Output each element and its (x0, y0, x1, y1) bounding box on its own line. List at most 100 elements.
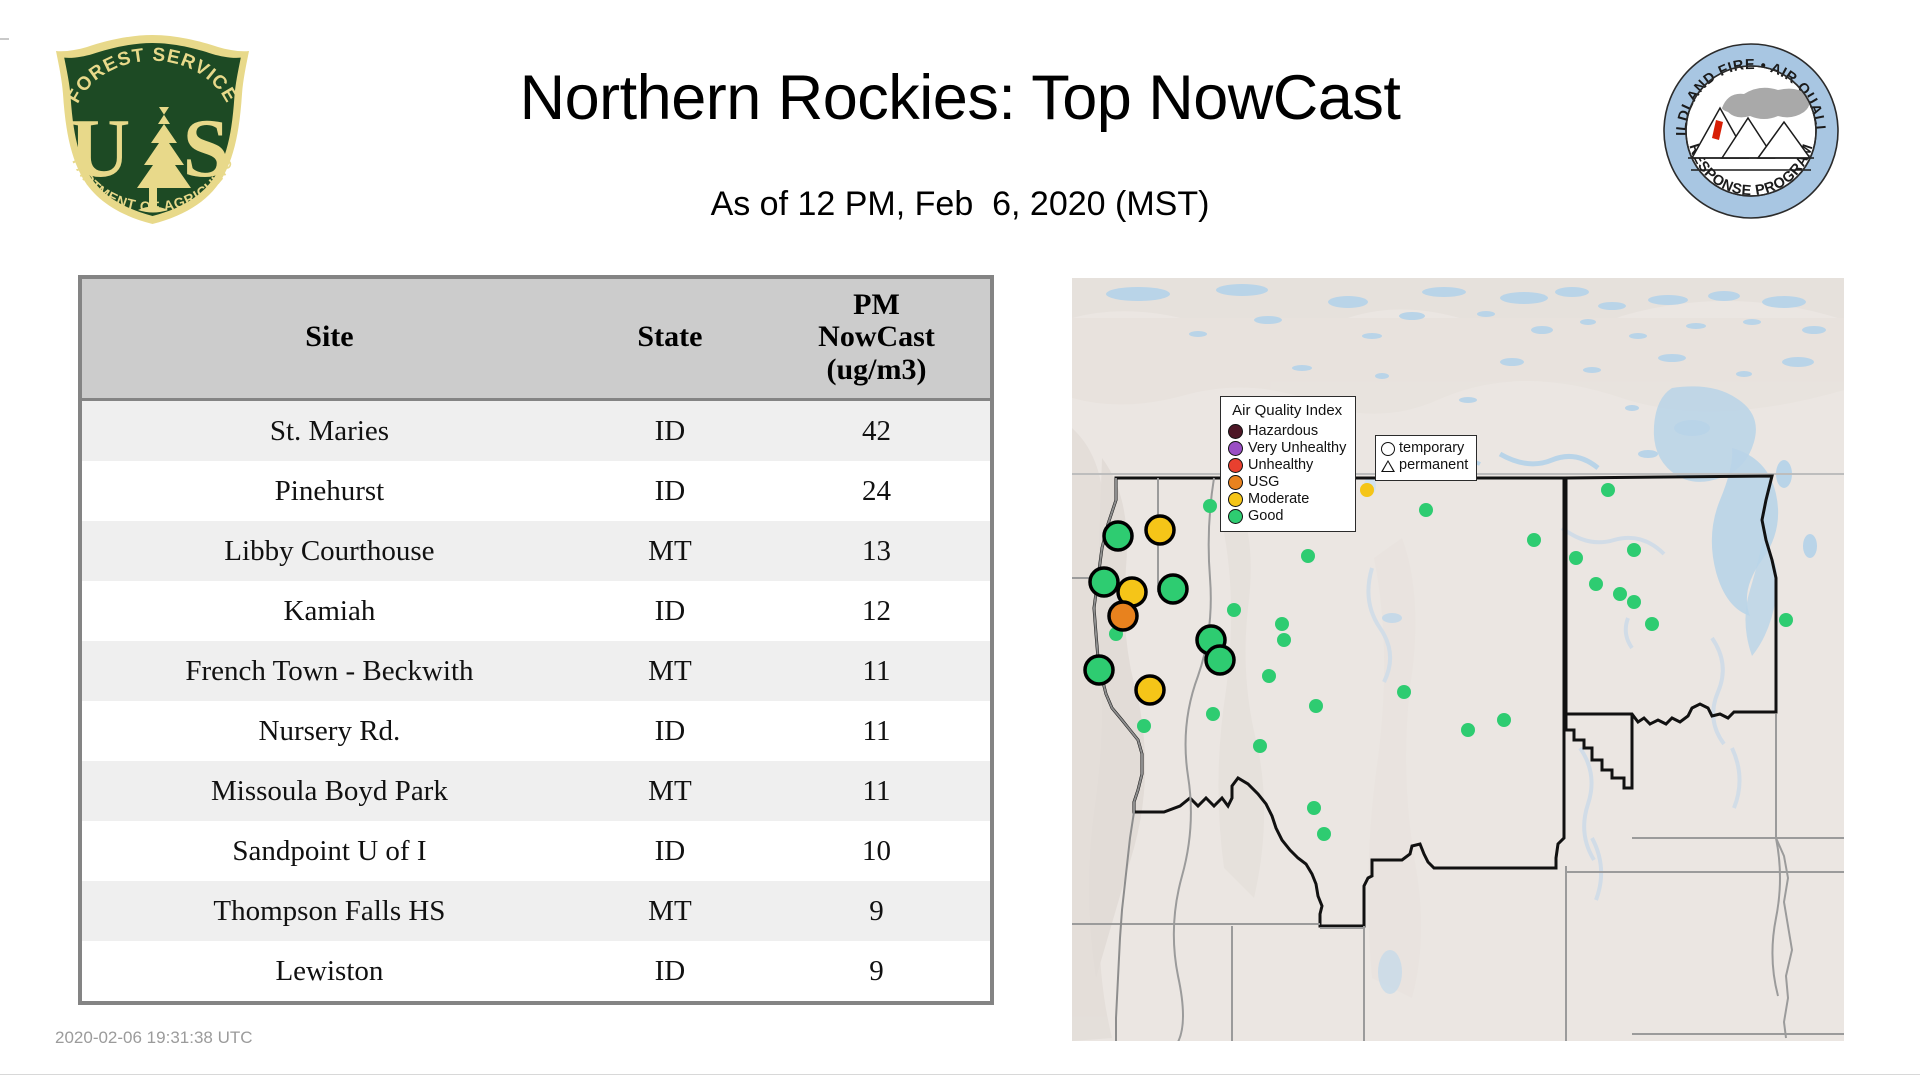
monitor-dot[interactable] (1779, 613, 1793, 627)
monitor-type-label-permanent: permanent (1399, 457, 1469, 474)
cell-site: Lewiston (82, 941, 577, 1002)
cell-state: MT (576, 761, 763, 822)
monitor-dot[interactable] (1360, 483, 1374, 497)
page-title: Northern Rockies: Top NowCast (519, 63, 1401, 133)
monitor-dot-highlighted[interactable] (1157, 573, 1189, 605)
monitor-dot[interactable] (1497, 713, 1511, 727)
aqi-label-usg: USG (1248, 474, 1280, 491)
cell-pm: 11 (762, 761, 990, 822)
monitor-dot-highlighted[interactable] (1204, 644, 1236, 676)
aqi-swatch-unhealthy (1228, 457, 1243, 473)
monitor-dot[interactable] (1275, 617, 1289, 631)
monitor-dot[interactable] (1397, 685, 1411, 699)
aqi-legend-title: Air Quality Index (1232, 402, 1343, 419)
monitor-dot[interactable] (1613, 587, 1627, 601)
slide-edge-mark-left (0, 38, 9, 40)
monitor-type-item-permanent: permanent (1381, 457, 1468, 474)
cell-state: MT (576, 521, 763, 582)
monitor-dot-highlighted[interactable] (1134, 674, 1166, 706)
column-header-site: Site (82, 279, 577, 402)
monitor-dot[interactable] (1307, 801, 1321, 815)
monitor-dot[interactable] (1589, 577, 1603, 591)
air-quality-monitor-map[interactable]: Air Quality Index Hazardous Very Unhealt… (1072, 278, 1844, 1041)
aqi-legend-item-hazardous: Hazardous (1228, 423, 1346, 440)
monitor-type-legend: temporary permanent (1375, 435, 1478, 481)
aqi-label-good: Good (1248, 508, 1284, 525)
nowcast-table: Site State PM NowCast (ug/m3) St. Maries… (82, 279, 990, 1002)
monitor-dot[interactable] (1627, 543, 1641, 557)
table-row: Libby Courthouse MT 13 (82, 521, 990, 582)
monitor-dot[interactable] (1206, 707, 1220, 721)
map-border-north-dakota (1564, 474, 1778, 726)
svg-text:S: S (183, 102, 230, 195)
monitor-dot[interactable] (1317, 827, 1331, 841)
monitor-dot-highlighted[interactable] (1102, 520, 1134, 552)
monitor-dot[interactable] (1301, 549, 1315, 563)
map-water-rivers (1366, 526, 1742, 901)
monitor-dot[interactable] (1461, 723, 1475, 737)
monitor-dot-highlighted[interactable] (1144, 514, 1176, 546)
table-row: St. Maries ID 42 (82, 399, 990, 462)
cell-pm: 11 (762, 641, 990, 702)
column-header-pm-line1: PM (853, 288, 900, 321)
table-row: Sandpoint U of I ID 10 (82, 821, 990, 882)
map-lake-flathead (1382, 613, 1402, 623)
monitor-dot[interactable] (1203, 499, 1217, 513)
monitor-type-item-temporary: temporary (1381, 440, 1468, 457)
monitor-dot[interactable] (1645, 617, 1659, 631)
aqi-label-hazardous: Hazardous (1248, 422, 1319, 439)
table-header-row: Site State PM NowCast (ug/m3) (82, 279, 990, 402)
cell-pm: 9 (762, 881, 990, 942)
cell-pm: 42 (762, 399, 990, 462)
cell-state: ID (576, 941, 763, 1002)
slide-edge-mark-bottom (0, 1074, 1920, 1075)
monitor-dot[interactable] (1627, 595, 1641, 609)
map-border-nd-sd-step (1564, 714, 1634, 790)
table-row: Thompson Falls HS MT 9 (82, 881, 990, 942)
column-header-pm-nowcast: PM NowCast (ug/m3) (762, 279, 990, 402)
monitor-type-label-temporary: temporary (1399, 440, 1465, 456)
monitor-dots-highlighted[interactable] (1083, 514, 1236, 706)
monitor-dot[interactable] (1527, 533, 1541, 547)
monitor-dot[interactable] (1262, 669, 1276, 683)
cell-site: St. Maries (82, 399, 577, 462)
monitor-dot[interactable] (1277, 633, 1291, 647)
aqi-swatch-very-unhealthy (1228, 440, 1243, 456)
cell-pm: 24 (762, 461, 990, 522)
monitor-dot[interactable] (1253, 739, 1267, 753)
table-body: St. Maries ID 42 Pinehurst ID 24 Libby C… (82, 399, 990, 1002)
monitor-dot-highlighted[interactable] (1088, 566, 1120, 598)
cell-site: Thompson Falls HS (82, 881, 577, 942)
footer-timestamp: 2020-02-06 19:31:38 UTC (55, 1028, 253, 1047)
cell-site: French Town - Beckwith (82, 641, 577, 702)
monitor-dot[interactable] (1137, 719, 1151, 733)
cell-site: Libby Courthouse (82, 521, 577, 582)
column-header-pm-line2: NowCast (818, 320, 935, 354)
map-border-sd-east (1632, 837, 1794, 1039)
monitor-dot[interactable] (1569, 551, 1583, 565)
monitor-dot-highlighted[interactable] (1107, 600, 1139, 632)
monitor-dot[interactable] (1601, 483, 1615, 497)
table-row: Nursery Rd. ID 11 (82, 701, 990, 762)
column-header-state: State (576, 279, 763, 402)
table-row: Pinehurst ID 24 (82, 461, 990, 522)
table-row: French Town - Beckwith MT 11 (82, 641, 990, 702)
circle-icon (1381, 441, 1395, 456)
aqi-label-very-unhealthy: Very Unhealthy (1248, 439, 1347, 456)
cell-state: ID (576, 461, 763, 522)
monitor-dot[interactable] (1309, 699, 1323, 713)
cell-pm: 9 (762, 941, 990, 1002)
monitor-dot-highlighted[interactable] (1083, 654, 1115, 686)
cell-pm: 13 (762, 521, 990, 582)
aqi-swatch-hazardous (1228, 423, 1243, 439)
monitor-dot[interactable] (1419, 503, 1433, 517)
aqi-label-moderate: Moderate (1248, 491, 1310, 508)
map-lake-southern (1378, 950, 1402, 994)
aqi-legend-item-usg: USG (1228, 474, 1346, 491)
aqi-swatch-good (1228, 509, 1243, 525)
monitor-dot[interactable] (1227, 603, 1241, 617)
aqi-label-unhealthy: Unhealthy (1248, 456, 1314, 473)
column-header-pm-line3: (ug/m3) (826, 352, 927, 386)
svg-text:U: U (70, 102, 131, 195)
